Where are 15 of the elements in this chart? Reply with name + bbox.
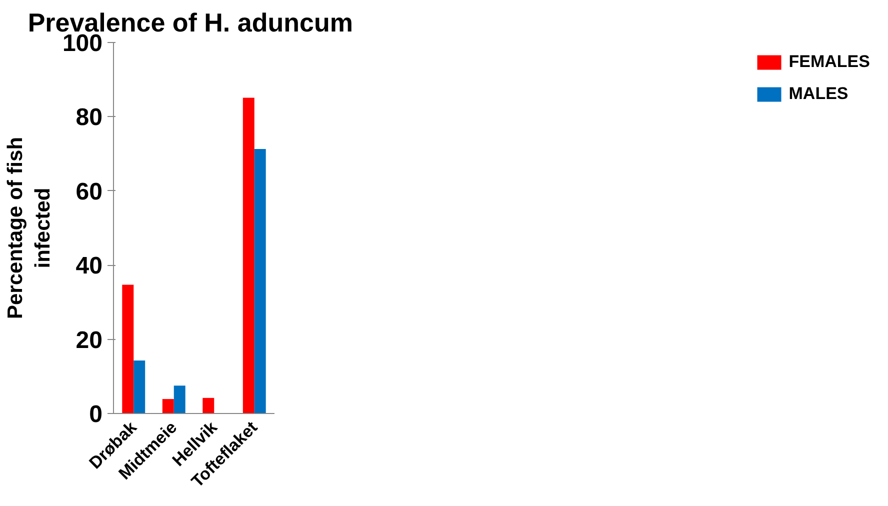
legend-label: FEMALES bbox=[788, 52, 870, 72]
y-tick-label: 80 bbox=[76, 104, 103, 132]
y-tick-label: 40 bbox=[76, 252, 103, 280]
bar bbox=[162, 399, 174, 414]
bar bbox=[134, 360, 146, 414]
bar bbox=[122, 284, 134, 414]
bar bbox=[242, 98, 254, 414]
y-tick-label: 0 bbox=[89, 401, 103, 428]
y-tick-label: 20 bbox=[76, 326, 103, 354]
bar bbox=[202, 398, 214, 414]
y-axis-title: Percentage of fish infected bbox=[4, 136, 54, 320]
y-tick-label: 60 bbox=[76, 178, 103, 206]
bar bbox=[174, 386, 186, 414]
bar bbox=[254, 148, 266, 414]
legend-label: MALES bbox=[788, 84, 848, 104]
